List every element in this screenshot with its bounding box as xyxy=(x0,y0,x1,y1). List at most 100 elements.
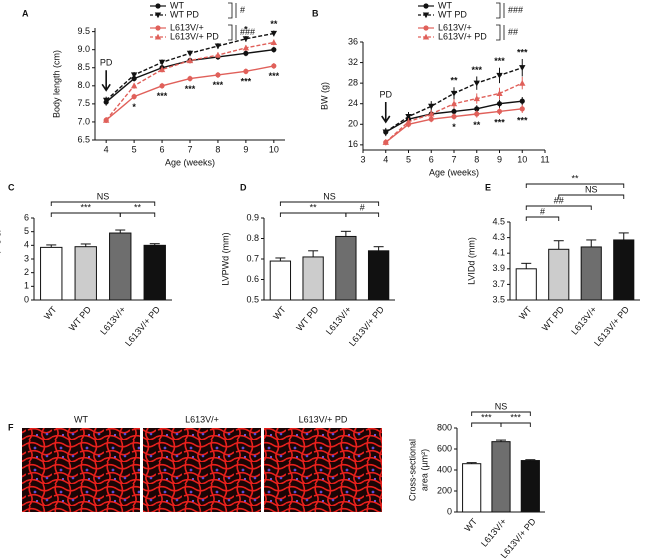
x-tick-label: 3 xyxy=(360,154,365,164)
significance: *** xyxy=(494,56,505,66)
x-tick-label: L613V/+ xyxy=(324,304,353,336)
y-tick-label: 600 xyxy=(437,443,452,453)
x-tick-label: 9 xyxy=(497,154,502,164)
x-tick-label: 8 xyxy=(215,144,220,154)
y-tick-label: 0.7 xyxy=(246,253,259,263)
y-tick-label: 6.5 xyxy=(77,134,90,144)
y-tick-label: 3.9 xyxy=(492,263,505,273)
image-label: L613V/+ PD xyxy=(299,414,348,424)
x-tick-label: 4 xyxy=(104,144,109,154)
bar xyxy=(515,268,537,301)
y-tick-label: 6 xyxy=(24,212,29,222)
significance: *** xyxy=(517,115,528,125)
point xyxy=(158,66,166,73)
y-tick-label: 0.9 xyxy=(246,212,259,222)
pd-arrow xyxy=(101,70,111,92)
point xyxy=(519,65,526,71)
bracket xyxy=(279,212,347,217)
x-tick-label: 10 xyxy=(517,154,527,164)
image-label: WT xyxy=(74,414,88,424)
y-tick-label: 800 xyxy=(437,422,452,432)
point xyxy=(519,98,525,104)
point xyxy=(473,95,480,102)
bracket xyxy=(525,205,592,210)
point xyxy=(450,90,458,97)
significance: * xyxy=(244,24,248,34)
x-tick-label: WT PD xyxy=(67,304,94,333)
y-tick-label: 20 xyxy=(348,119,358,129)
bracket xyxy=(279,201,380,206)
point xyxy=(159,83,165,89)
bracket-label: *** xyxy=(481,412,492,422)
legend-marker xyxy=(154,33,162,40)
point xyxy=(214,51,222,58)
y-tick-label: 4 xyxy=(24,240,29,250)
bar xyxy=(520,460,540,513)
x-tick-label: 5 xyxy=(132,144,137,154)
legend-marker xyxy=(154,12,162,19)
y-tick-label: 5 xyxy=(24,226,29,236)
point xyxy=(131,94,137,100)
x-tick-label: 5 xyxy=(406,154,411,164)
x-tick-label: L613V/+ xyxy=(479,516,508,548)
legend-label: L613V/+ xyxy=(438,22,472,32)
point xyxy=(271,47,277,53)
y-tick-label: 4.3 xyxy=(492,232,505,242)
point xyxy=(496,90,503,96)
point xyxy=(187,75,193,82)
y-tick-label: 32 xyxy=(348,57,358,67)
point xyxy=(130,82,138,89)
x-tick-label: L613V/+ PD xyxy=(123,304,162,348)
bracket xyxy=(500,422,531,427)
bracket-label: *** xyxy=(510,412,521,422)
point xyxy=(186,50,194,57)
point xyxy=(382,129,389,136)
legend-marker xyxy=(422,33,430,40)
bracket-label: ** xyxy=(571,173,579,183)
y-tick-label: 0.8 xyxy=(246,233,259,243)
significance: *** xyxy=(494,117,505,127)
bar xyxy=(74,246,97,301)
legend-label: WT PD xyxy=(170,9,199,19)
bracket-label: ** xyxy=(134,202,142,212)
legend-stat: ### xyxy=(508,5,523,15)
point xyxy=(519,79,526,86)
point xyxy=(496,72,503,79)
panel-letter: B xyxy=(312,8,319,18)
point xyxy=(271,63,277,69)
legend-marker xyxy=(155,3,161,9)
point xyxy=(428,103,435,110)
point xyxy=(214,43,222,50)
y-axis-label: LVPWd (mm) xyxy=(220,232,230,285)
image-label: L613V/+ xyxy=(185,414,219,424)
point xyxy=(496,101,503,107)
significance: ** xyxy=(450,76,458,86)
bracket-label: NS xyxy=(323,191,336,201)
y-tick-label: 0.5 xyxy=(246,294,259,304)
point xyxy=(243,50,249,56)
bracket-label: NS xyxy=(585,184,598,194)
y-tick-label: 28 xyxy=(348,78,358,88)
point xyxy=(270,30,278,37)
bracket xyxy=(525,183,625,188)
bracket xyxy=(471,411,531,416)
point xyxy=(242,44,250,51)
legend-stat: ### xyxy=(240,27,255,37)
bar xyxy=(269,260,292,301)
point xyxy=(428,110,435,117)
significance: * xyxy=(132,102,136,112)
point xyxy=(102,97,110,104)
bar xyxy=(335,235,357,301)
panel-letter: F xyxy=(8,422,14,432)
y-tick-label: 0.6 xyxy=(246,274,259,284)
bar xyxy=(580,246,602,301)
y-tick-label: 400 xyxy=(437,464,452,474)
y-tick-label: 2 xyxy=(24,267,29,277)
legend-stat: # xyxy=(240,5,245,15)
x-tick-label: 11 xyxy=(540,154,549,164)
point xyxy=(496,108,503,115)
point xyxy=(215,72,221,78)
y-tick-label: 36 xyxy=(348,36,358,46)
point xyxy=(405,118,412,125)
bracket-label: # xyxy=(360,202,365,212)
